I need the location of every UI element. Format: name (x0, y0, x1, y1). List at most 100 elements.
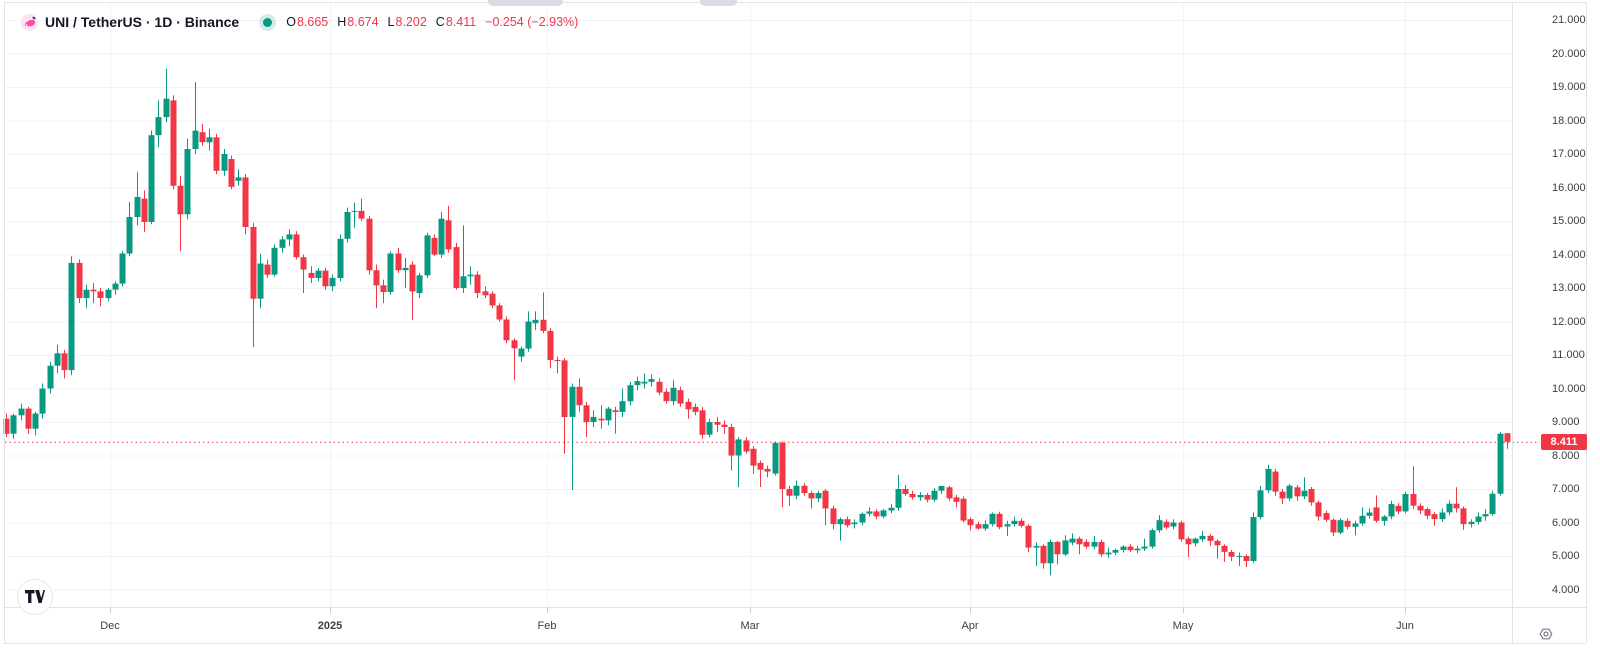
candle (1214, 539, 1221, 559)
price-axis-label: 21.000 (1552, 14, 1586, 26)
candle (402, 257, 409, 288)
candle (619, 388, 626, 417)
candle (134, 172, 141, 226)
tradingview-logo[interactable] (17, 579, 53, 615)
candle (1323, 510, 1330, 522)
candle (3, 413, 10, 438)
price-axis-label: 18.000 (1552, 114, 1586, 127)
candle (1489, 490, 1496, 516)
candle (293, 231, 300, 260)
candle (148, 130, 155, 225)
price-axis-label: 19.000 (1552, 81, 1586, 93)
price-axis-label: 16.000 (1552, 181, 1586, 194)
high-label: H (337, 15, 347, 29)
candle (1228, 550, 1235, 561)
candle (1286, 484, 1293, 501)
candle (1294, 485, 1301, 501)
candle (119, 251, 126, 287)
candle (982, 520, 989, 531)
candle (953, 495, 960, 508)
candle (68, 256, 75, 376)
candle (685, 398, 692, 419)
candle (1315, 500, 1322, 521)
candle (1141, 538, 1148, 551)
candle (931, 488, 938, 502)
candle (503, 316, 510, 344)
time-axis-label: Feb (537, 620, 557, 632)
candle (866, 507, 873, 517)
candle (39, 383, 46, 419)
candle (989, 512, 996, 527)
symbol-title[interactable]: UNI / TetherUS · 1D · Binance (45, 14, 240, 30)
candle (308, 266, 315, 283)
candle (1040, 544, 1047, 569)
candle (1352, 520, 1359, 536)
candle (1011, 516, 1018, 527)
candle (199, 123, 206, 146)
candle (656, 378, 663, 396)
candle (532, 311, 539, 330)
candle (126, 201, 133, 257)
gear-icon[interactable] (1538, 626, 1554, 642)
candle (177, 175, 184, 252)
candle (482, 286, 489, 299)
time-axis-label: Jun (1396, 620, 1414, 632)
candle (554, 356, 561, 374)
candle (859, 512, 866, 526)
candle (90, 283, 97, 304)
market-status-dot[interactable] (263, 17, 273, 27)
candle (424, 232, 431, 278)
candle (772, 441, 779, 476)
candle (213, 133, 220, 175)
candle (453, 242, 460, 290)
candle (337, 234, 344, 282)
candle (228, 155, 235, 190)
candle (627, 381, 634, 406)
candle (112, 281, 119, 295)
candle (743, 437, 750, 454)
candle (837, 517, 844, 541)
candle (1105, 547, 1112, 558)
candle (1243, 554, 1250, 568)
candle (909, 490, 916, 500)
candle (315, 267, 322, 282)
candle (511, 338, 518, 381)
candle (1062, 535, 1069, 556)
candle (960, 496, 967, 523)
candle (757, 460, 764, 487)
candle (873, 509, 880, 520)
candle (1127, 544, 1134, 552)
candle (779, 441, 786, 508)
candle (518, 346, 525, 362)
candle (1054, 540, 1061, 565)
price-axis-label: 11.000 (1552, 349, 1585, 361)
candle (1279, 489, 1286, 505)
ohlc-values: O8.665 H8.674 L8.202 C8.411 −0.254 (−2.9… (286, 15, 578, 29)
candle (692, 403, 699, 416)
open-value: 8.665 (296, 15, 329, 29)
high-value: 8.674 (347, 15, 379, 29)
candle (344, 207, 351, 243)
time-axis-label: Dec (100, 620, 120, 632)
time-axis-label: Mar (740, 620, 760, 632)
candle (1112, 548, 1119, 556)
candle (699, 406, 706, 439)
candle (1381, 515, 1388, 526)
candle (351, 202, 358, 228)
time-axis-label: May (1172, 620, 1194, 632)
candle (815, 490, 822, 503)
price-axis-label: 6.000 (1552, 516, 1580, 529)
time-axis-label: Apr (961, 620, 979, 632)
candle (1149, 528, 1156, 549)
candle (648, 374, 655, 387)
candle (525, 311, 532, 352)
candle (663, 388, 670, 404)
candle (257, 253, 264, 309)
candle (489, 291, 496, 309)
candle (569, 383, 576, 490)
candle (946, 485, 953, 501)
candle (735, 437, 742, 487)
candle (1402, 491, 1409, 514)
